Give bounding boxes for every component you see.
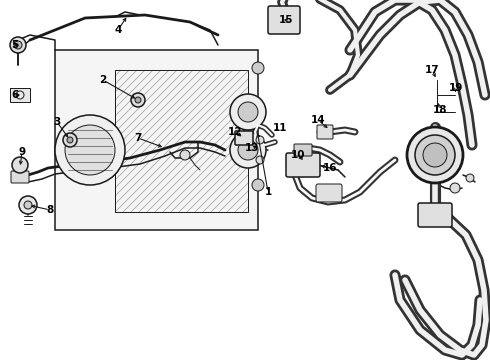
- Circle shape: [19, 196, 37, 214]
- Circle shape: [10, 37, 26, 53]
- Circle shape: [67, 137, 73, 143]
- Circle shape: [65, 125, 115, 175]
- Circle shape: [230, 94, 266, 130]
- Circle shape: [466, 174, 474, 182]
- Circle shape: [238, 102, 258, 122]
- Circle shape: [180, 150, 190, 160]
- FancyBboxPatch shape: [294, 144, 312, 156]
- Text: 19: 19: [449, 83, 463, 93]
- Text: 13: 13: [245, 143, 259, 153]
- Text: 16: 16: [323, 163, 337, 173]
- Text: 14: 14: [311, 115, 325, 125]
- Text: 12: 12: [228, 127, 242, 137]
- Circle shape: [14, 41, 22, 49]
- Text: 11: 11: [273, 123, 287, 133]
- Text: 3: 3: [53, 117, 61, 127]
- Circle shape: [450, 183, 460, 193]
- Text: 4: 4: [114, 25, 122, 35]
- Text: 17: 17: [425, 65, 440, 75]
- Circle shape: [423, 143, 447, 167]
- Circle shape: [135, 97, 141, 103]
- Circle shape: [230, 132, 266, 168]
- Text: 6: 6: [11, 90, 19, 100]
- Circle shape: [12, 157, 28, 173]
- Circle shape: [131, 93, 145, 107]
- Circle shape: [55, 115, 125, 185]
- FancyBboxPatch shape: [11, 171, 29, 183]
- Circle shape: [256, 136, 264, 144]
- FancyBboxPatch shape: [418, 203, 452, 227]
- Text: 7: 7: [134, 133, 142, 143]
- Bar: [115, 70, 248, 212]
- Text: 2: 2: [99, 75, 107, 85]
- Circle shape: [415, 135, 455, 175]
- Text: 5: 5: [11, 40, 19, 50]
- FancyBboxPatch shape: [317, 125, 333, 139]
- Text: 10: 10: [291, 150, 305, 160]
- Text: 18: 18: [433, 105, 447, 115]
- Bar: [55, 50, 258, 230]
- Circle shape: [252, 62, 264, 74]
- FancyBboxPatch shape: [316, 184, 342, 202]
- Circle shape: [238, 140, 258, 160]
- FancyBboxPatch shape: [286, 153, 320, 177]
- Text: 8: 8: [47, 205, 53, 215]
- Circle shape: [256, 156, 264, 164]
- FancyBboxPatch shape: [235, 131, 253, 145]
- Text: 1: 1: [265, 187, 271, 197]
- FancyBboxPatch shape: [268, 6, 300, 34]
- Circle shape: [407, 127, 463, 183]
- Circle shape: [24, 201, 32, 209]
- Text: 9: 9: [19, 147, 25, 157]
- Circle shape: [252, 179, 264, 191]
- Bar: [10, 88, 30, 102]
- Text: 15: 15: [279, 15, 293, 25]
- Circle shape: [63, 133, 77, 147]
